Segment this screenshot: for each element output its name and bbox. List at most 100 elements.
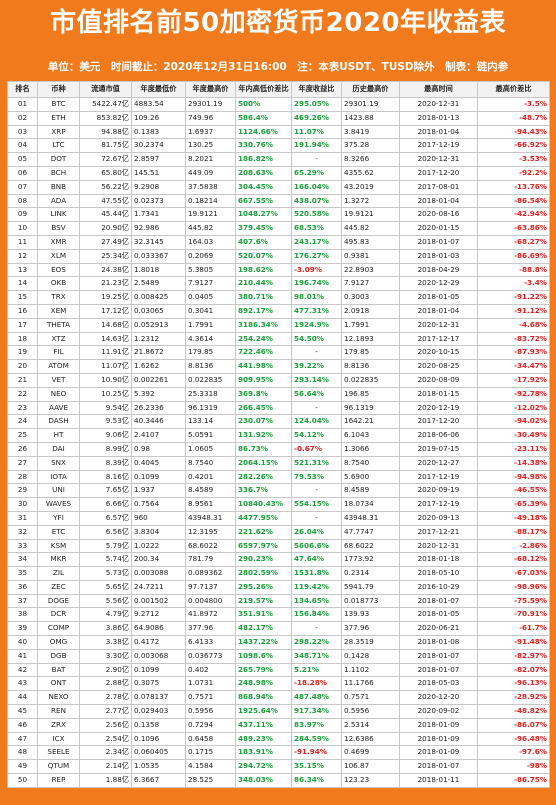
- table-row: 08 ADA 47.55亿 0.02373 0.18214 667.55% 438.07% 1…: [7, 193, 550, 209]
- table-body: 01 BTC 5422.47亿 4883.54 29301.19 500% 295.05% 2…: [7, 97, 550, 788]
- table-cell: 2017-08-01: [399, 179, 478, 195]
- table-cell: DGB: [37, 648, 80, 664]
- table-cell: 8.16亿: [79, 469, 132, 485]
- table-cell: QTUM: [37, 759, 80, 775]
- table-cell: 0.03065: [131, 303, 186, 319]
- table-cell: -94.02%: [477, 414, 550, 430]
- table-cell: 26.2336: [131, 400, 186, 416]
- table-cell: 29301.19: [341, 97, 400, 112]
- table-cell: 1437.22%: [235, 635, 292, 650]
- table-cell: 336.7%: [235, 483, 292, 499]
- table-cell: 183.91%: [235, 745, 292, 761]
- table-cell: 09: [7, 207, 38, 223]
- table-cell: 521.31%: [291, 455, 342, 471]
- table-cell: 2.4107: [131, 428, 186, 443]
- table-row: 23 AAVE 9.54亿 26.2336 96.1319 266.45% -96.1319…: [7, 400, 550, 416]
- table-cell: 2020-06-21: [399, 621, 478, 637]
- table-cell: 4.3614: [185, 331, 236, 347]
- table-cell: 12: [7, 248, 38, 264]
- table-cell: -3.09%: [291, 262, 342, 278]
- table-cell: 0.002261: [131, 372, 186, 388]
- table-cell: 25.3318: [185, 386, 236, 402]
- table-row: 15 TRX 19.25亿 0.008425 0.0405 380.71% 98.01% 0.…: [7, 290, 550, 305]
- table-cell: 47.55亿: [79, 193, 132, 209]
- table-cell: 5.0591: [185, 428, 236, 443]
- table-cell: 3.30亿: [79, 648, 132, 664]
- table-cell: 1.3066: [341, 441, 400, 457]
- table-cell: 0.402: [185, 662, 236, 678]
- table-cell: 1531.8%: [291, 566, 342, 581]
- table-cell: 1.6262: [131, 359, 186, 374]
- table-cell: 2017-12-21: [399, 524, 478, 540]
- table-cell: 130.25: [185, 138, 236, 154]
- table-cell: 1098.6%: [235, 648, 292, 664]
- table-cell: 304.45%: [235, 179, 292, 195]
- table-cell: 26: [7, 441, 38, 457]
- table-cell: 295.26%: [235, 579, 292, 595]
- table-cell: 2.0918: [341, 303, 400, 319]
- table-cell: 47: [7, 731, 38, 747]
- table-cell: 24: [7, 414, 38, 430]
- table-cell: 22.8903: [341, 262, 400, 278]
- table-cell: 2.34亿: [79, 745, 132, 761]
- table-cell: 2.8597: [131, 152, 186, 167]
- table-cell: -12.02%: [477, 400, 550, 416]
- table-cell: 960: [131, 510, 186, 526]
- table-cell: 5.65亿: [79, 579, 132, 595]
- table-cell: 1423.88: [341, 110, 400, 126]
- table-cell: -98.96%: [477, 579, 550, 595]
- table-cell: 68.6022: [185, 538, 236, 554]
- table-cell: 2018-05-10: [399, 566, 478, 581]
- table-cell: 2018-06-06: [399, 428, 478, 443]
- table-cell: 266.45%: [235, 400, 292, 416]
- table-cell: 19: [7, 345, 38, 361]
- table-cell: 34: [7, 552, 38, 568]
- table-cell: 208.63%: [235, 165, 292, 181]
- table-cell: BNB: [37, 179, 80, 195]
- table-cell: 0.9381: [341, 248, 400, 264]
- table-cell: 8.4589: [185, 483, 236, 499]
- table-cell: 0.4172: [131, 635, 186, 650]
- table-cell: 8.4589: [341, 483, 400, 499]
- table-cell: 330.76%: [235, 138, 292, 154]
- table-row: 29 UNI 7.65亿 1.937 8.4589 336.7% -8.4589 2020-0…: [7, 483, 550, 499]
- table-cell: ETH: [37, 110, 80, 126]
- table-cell: 0.003068: [131, 648, 186, 664]
- table-cell: 1124.66%: [235, 124, 292, 140]
- table-cell: ZIL: [37, 566, 80, 581]
- table-cell: 219.57%: [235, 593, 292, 609]
- table-cell: 0.0405: [185, 290, 236, 305]
- table-cell: 23: [7, 400, 38, 416]
- column-header: 年内高低价差比: [235, 81, 292, 98]
- table-cell: 4355.62: [341, 165, 400, 181]
- table-cell: 38: [7, 607, 38, 623]
- table-row: 10 BSV 20.90亿 92.986 445.82 379.45% 68.53% 445.…: [7, 221, 550, 236]
- table-cell: 2.5314: [341, 717, 400, 733]
- table-cell: 04: [7, 138, 38, 154]
- table-cell: 98.01%: [291, 290, 342, 305]
- table-cell: 43948.31: [341, 510, 400, 526]
- table-cell: 25.34亿: [79, 248, 132, 264]
- table-cell: -91.48%: [477, 635, 550, 650]
- table-cell: 20: [7, 359, 38, 374]
- table-cell: 0.008425: [131, 290, 186, 305]
- table-cell: 4477.95%: [235, 510, 292, 526]
- table-cell: 43: [7, 676, 38, 692]
- table-cell: 43.2019: [341, 179, 400, 195]
- table-cell: VET: [37, 372, 80, 388]
- table-cell: 5.79亿: [79, 538, 132, 554]
- table-cell: 133.14: [185, 414, 236, 430]
- table-cell: 2018-01-03: [399, 248, 478, 264]
- table-cell: 0.18214: [185, 193, 236, 209]
- table-cell: 0.5956: [341, 704, 400, 719]
- table-cell: -: [291, 400, 342, 416]
- table-cell: 781.79: [185, 552, 236, 568]
- table-cell: -42.94%: [477, 207, 550, 223]
- table-cell: 3.38亿: [79, 635, 132, 650]
- column-header: 历史最高价: [341, 81, 400, 98]
- table-cell: 9.2908: [131, 179, 186, 195]
- table-cell: 49: [7, 759, 38, 775]
- table-cell: BAT: [37, 662, 80, 678]
- table-cell: 3.8304: [131, 524, 186, 540]
- table-cell: 196.85: [341, 386, 400, 402]
